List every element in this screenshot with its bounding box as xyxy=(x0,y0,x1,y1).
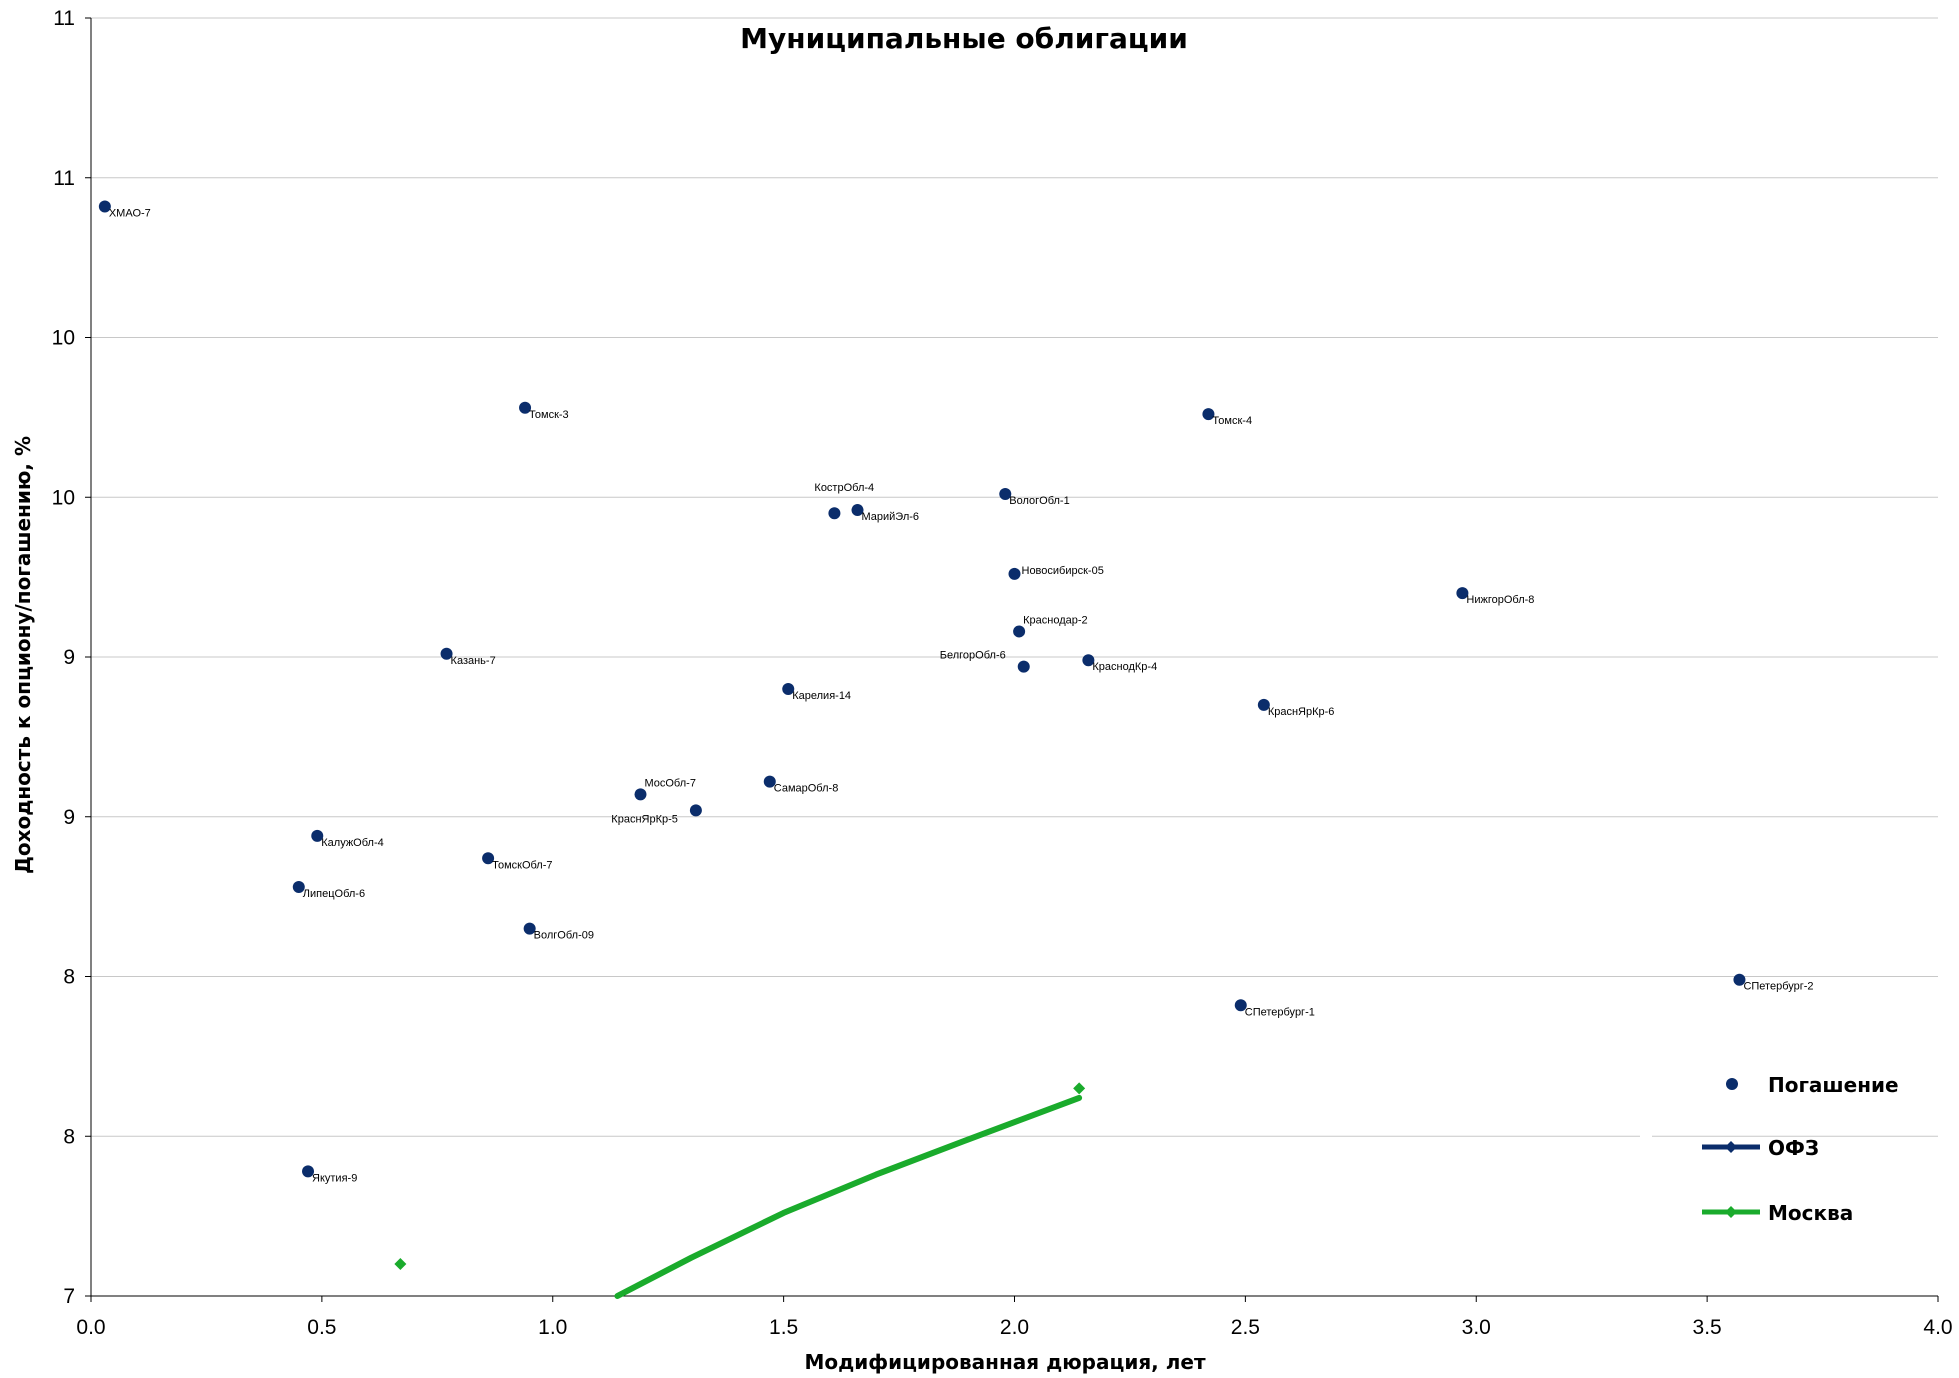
point-label: Карелия-14 xyxy=(792,690,851,702)
y-tick-label: 7 xyxy=(63,1285,75,1308)
y-tick-label: 10 xyxy=(52,327,75,350)
moscow-curve xyxy=(614,1094,1083,1299)
point-label: ВолгОбл-09 xyxy=(534,930,594,942)
chart-title: Муниципальные облигации xyxy=(740,22,1188,55)
y-tick-label: 11 xyxy=(53,167,75,190)
y-tick-label: 11 xyxy=(53,7,75,30)
x-tick-label: 2.5 xyxy=(1231,1316,1260,1339)
redemption-point xyxy=(440,647,453,660)
legend-marker-ofz xyxy=(1725,1141,1737,1153)
redemption-point xyxy=(98,200,111,213)
point-label: КалужОбл-4 xyxy=(321,837,384,849)
redemption-point xyxy=(1733,973,1746,986)
redemption-point xyxy=(519,401,532,414)
y-axis-label: Доходность к опциону/погашению, % xyxy=(11,436,35,874)
point-label: Томск-4 xyxy=(1212,415,1252,427)
y-tick-label: 8 xyxy=(63,966,75,989)
point-label: МарийЭл-6 xyxy=(862,511,920,523)
redemption-point xyxy=(1202,408,1215,421)
point-label: КраснЯрКр-6 xyxy=(1268,706,1335,718)
legend-label-ofz: ОФЗ xyxy=(1768,1136,1819,1160)
legend-label-moscow: Москва xyxy=(1768,1201,1853,1225)
redemption-point xyxy=(482,852,495,865)
redemption-point xyxy=(1234,999,1247,1012)
point-label: КраснЯрКр-5 xyxy=(611,813,678,825)
point-label: МосОбл-7 xyxy=(644,777,695,789)
x-tick-label: 1.5 xyxy=(769,1316,798,1339)
redemption-point xyxy=(523,922,536,935)
point-label: Казань-7 xyxy=(451,655,496,667)
y-tick-label: 9 xyxy=(63,806,75,829)
point-label: ВологОбл-1 xyxy=(1009,495,1069,507)
point-label: СамарОбл-8 xyxy=(774,783,839,795)
y-tick-label: 10 xyxy=(52,486,75,509)
x-axis-label: Модифицированная дюрация, лет xyxy=(804,1350,1206,1374)
y-tick-label: 8 xyxy=(63,1125,75,1148)
legend-marker-moscow xyxy=(1725,1206,1737,1218)
y-tick-label: 9 xyxy=(63,646,75,669)
point-label: КраснодКр-4 xyxy=(1092,661,1157,673)
redemption-point xyxy=(1017,660,1030,673)
point-label: НижгорОбл-8 xyxy=(1466,594,1534,606)
x-tick-label: 0.0 xyxy=(76,1316,105,1339)
point-label: Томск-3 xyxy=(529,409,569,421)
redemption-point xyxy=(851,504,864,517)
redemption-point xyxy=(1257,698,1270,711)
redemption-point xyxy=(302,1165,315,1178)
point-label: КострОбл-4 xyxy=(814,482,874,494)
redemption-point xyxy=(311,829,324,842)
point-label: Новосибирск-05 xyxy=(1022,565,1104,577)
point-label: СПетербург-1 xyxy=(1245,1006,1315,1018)
x-tick-label: 1.0 xyxy=(538,1316,567,1339)
point-label: СПетербург-2 xyxy=(1743,981,1813,993)
redemption-point xyxy=(292,881,305,894)
point-label: ЛипецОбл-6 xyxy=(303,888,365,900)
legend-marker-redemption xyxy=(1726,1078,1738,1090)
point-label: Якутия-9 xyxy=(312,1172,357,1184)
x-tick-label: 2.0 xyxy=(1000,1316,1029,1339)
redemption-point xyxy=(634,788,647,801)
redemption-point xyxy=(999,488,1012,501)
redemption-points xyxy=(98,200,1746,1178)
moscow-point xyxy=(394,1258,407,1271)
redemption-point xyxy=(828,507,841,520)
redemption-point xyxy=(689,804,702,817)
moscow-point xyxy=(1073,1082,1086,1095)
redemption-point xyxy=(1013,625,1026,638)
x-tick-label: 4.0 xyxy=(1923,1316,1952,1339)
point-labels: ХМАО-7 Томск-3 Томск-4 КострОбл-4 МарийЭл-6 В… xyxy=(109,208,1814,1185)
x-tick-labels: 0.0 0.5 1.0 1.5 2.0 2.5 3.0 3.5 4.0 xyxy=(76,1296,1953,1339)
grid-lines xyxy=(91,17,1938,1137)
x-tick-label: 0.5 xyxy=(307,1316,336,1339)
redemption-point xyxy=(1082,654,1095,667)
redemption-point xyxy=(1456,587,1469,600)
y-tick-labels: 7 8 8 9 9 10 10 11 11 xyxy=(52,7,91,1308)
legend-box xyxy=(1640,1050,1652,1140)
point-label: ТомскОбл-7 xyxy=(492,859,552,871)
x-tick-label: 3.5 xyxy=(1693,1316,1722,1339)
legend-label-redemption: Погашение xyxy=(1768,1073,1899,1097)
redemption-point xyxy=(782,682,795,695)
moscow-series xyxy=(394,1082,1086,1299)
point-label: Краснодар-2 xyxy=(1023,614,1088,626)
redemption-point xyxy=(763,775,776,788)
x-tick-label: 3.0 xyxy=(1462,1316,1491,1339)
legend: Погашение ОФЗ Москва xyxy=(1640,1050,1899,1225)
point-label: ХМАО-7 xyxy=(109,208,151,220)
redemption-point xyxy=(1008,567,1021,580)
point-label: БелгорОбл-6 xyxy=(940,650,1006,662)
